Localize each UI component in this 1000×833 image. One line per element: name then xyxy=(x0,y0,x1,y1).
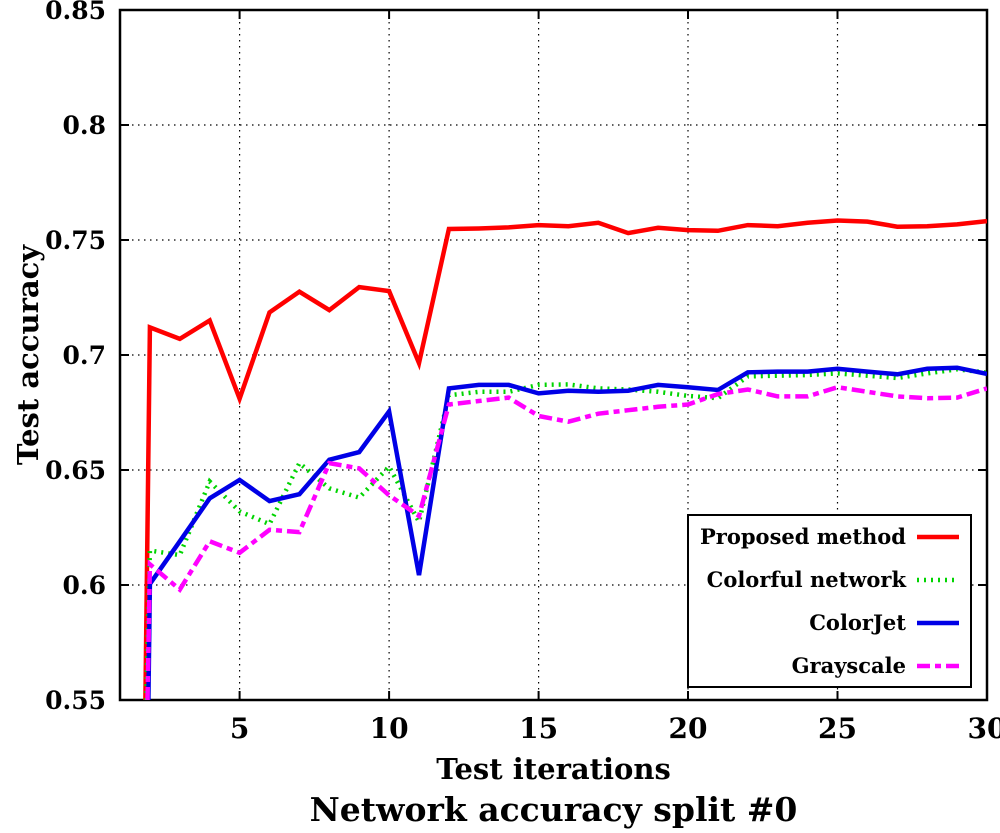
series-line-proposed-method xyxy=(143,218,987,700)
legend-entry-proposed-method: Proposed method xyxy=(700,524,959,549)
x-tick-label: 5 xyxy=(230,712,249,745)
y-axis-title: Test accuracy xyxy=(11,244,45,466)
x-tick-label: 30 xyxy=(968,712,1000,745)
legend-entry-grayscale: Grayscale xyxy=(792,653,959,678)
chart-title: Network accuracy split #0 xyxy=(309,790,798,829)
legend-label: Proposed method xyxy=(700,524,906,549)
x-tick-label: 20 xyxy=(669,712,708,745)
legend: Proposed method Colorful network ColorJet G… xyxy=(687,514,972,688)
x-axis-title: Test iterations xyxy=(436,752,671,786)
series-line-grayscale xyxy=(145,384,987,700)
y-tick-label: 0.75 xyxy=(45,226,106,255)
x-tick-label: 10 xyxy=(370,712,409,745)
legend-entry-colorjet: ColorJet xyxy=(809,610,959,635)
legend-entry-colorful-network: Colorful network xyxy=(707,567,959,592)
series-line-colorjet xyxy=(146,365,987,700)
legend-box xyxy=(687,514,972,688)
y-tick-label: 0.6 xyxy=(63,571,107,600)
x-tick-label: 15 xyxy=(519,712,558,745)
y-tick-label: 0.7 xyxy=(63,341,107,370)
x-tick-label: 25 xyxy=(818,712,857,745)
plot-border xyxy=(118,8,989,702)
legend-label: Grayscale xyxy=(792,653,906,678)
series-line-colorful-network xyxy=(144,367,987,700)
y-tick-label: 0.55 xyxy=(45,686,106,715)
y-tick-label: 0.85 xyxy=(45,0,106,25)
y-tick-label: 0.8 xyxy=(63,111,107,140)
y-tick-label: 0.65 xyxy=(45,456,106,485)
legend-label: ColorJet xyxy=(809,610,906,635)
legend-label: Colorful network xyxy=(707,567,907,592)
